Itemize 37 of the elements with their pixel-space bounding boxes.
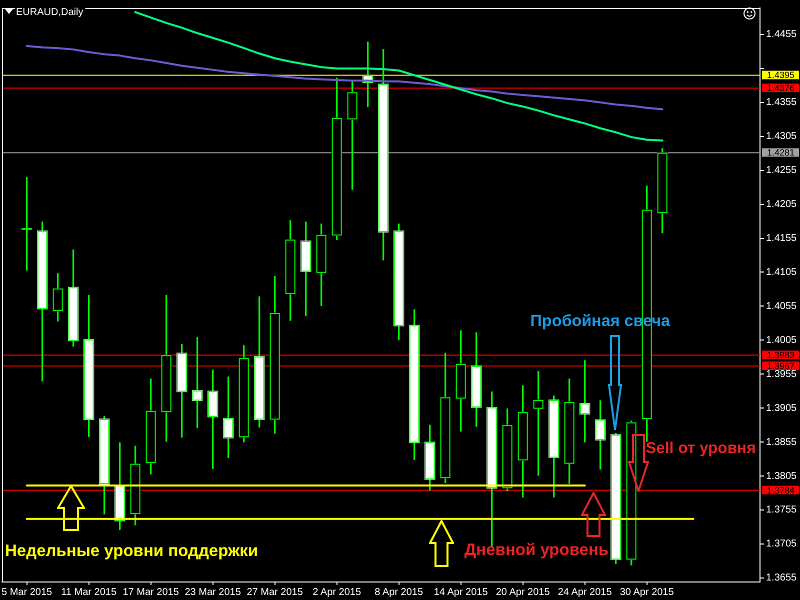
- y-tick-label: 1.3905: [766, 402, 798, 414]
- ref-line-label: 1.4376: [767, 83, 795, 94]
- y-tick-label: 1.4455: [766, 29, 798, 40]
- y-tick-label: 1.3705: [766, 538, 798, 550]
- x-tick-label: 8 Apr 2015: [374, 586, 424, 598]
- y-tick-label: 1.4305: [766, 131, 798, 142]
- annotation: Недельные уровни поддержки: [5, 542, 258, 560]
- x-tick-label: 17 Mar 2015: [122, 586, 180, 598]
- y-tick-label: 1.3805: [766, 470, 798, 482]
- ref-line-label: 1.4281: [767, 148, 795, 158]
- ref-line-label: 1.3983: [767, 350, 795, 360]
- y-tick-label: 1.4355: [766, 97, 798, 108]
- x-tick-label: 20 Apr 2015: [496, 586, 550, 598]
- ref-line-label: 1.4395: [767, 70, 795, 80]
- y-tick-label: 1.4205: [766, 199, 798, 210]
- y-tick-label: 1.3655: [766, 572, 798, 584]
- ref-line-label: 1.3967: [767, 360, 795, 371]
- annotation: Дневной уровень: [464, 541, 609, 559]
- x-tick-label: 2 Apr 2015: [312, 586, 362, 598]
- y-tick-label: 1.4055: [766, 300, 798, 312]
- annotation: Sell от уровня: [646, 440, 756, 457]
- chart-title: EURAUD,Daily: [16, 7, 84, 18]
- x-tick-label: 14 Apr 2015: [434, 586, 488, 598]
- y-tick-label: 1.3855: [766, 436, 798, 448]
- x-tick-label: 30 Apr 2015: [620, 586, 674, 598]
- x-tick-label: 23 Mar 2015: [184, 586, 242, 598]
- y-tick-label: 1.4155: [766, 233, 798, 244]
- x-tick-label: 11 Mar 2015: [61, 586, 117, 598]
- y-tick-label: 1.3955: [766, 368, 798, 380]
- ref-line-label: 1.3784: [767, 485, 795, 496]
- y-tick-label: 1.4105: [766, 266, 798, 278]
- x-tick-label: 27 Mar 2015: [246, 586, 304, 598]
- x-tick-label: 24 Apr 2015: [558, 586, 612, 598]
- y-tick-label: 1.4255: [766, 165, 798, 176]
- y-tick-label: 1.3755: [766, 504, 798, 516]
- x-tick-label: 5 Mar 2015: [2, 586, 53, 598]
- y-tick-label: 1.4005: [766, 334, 798, 346]
